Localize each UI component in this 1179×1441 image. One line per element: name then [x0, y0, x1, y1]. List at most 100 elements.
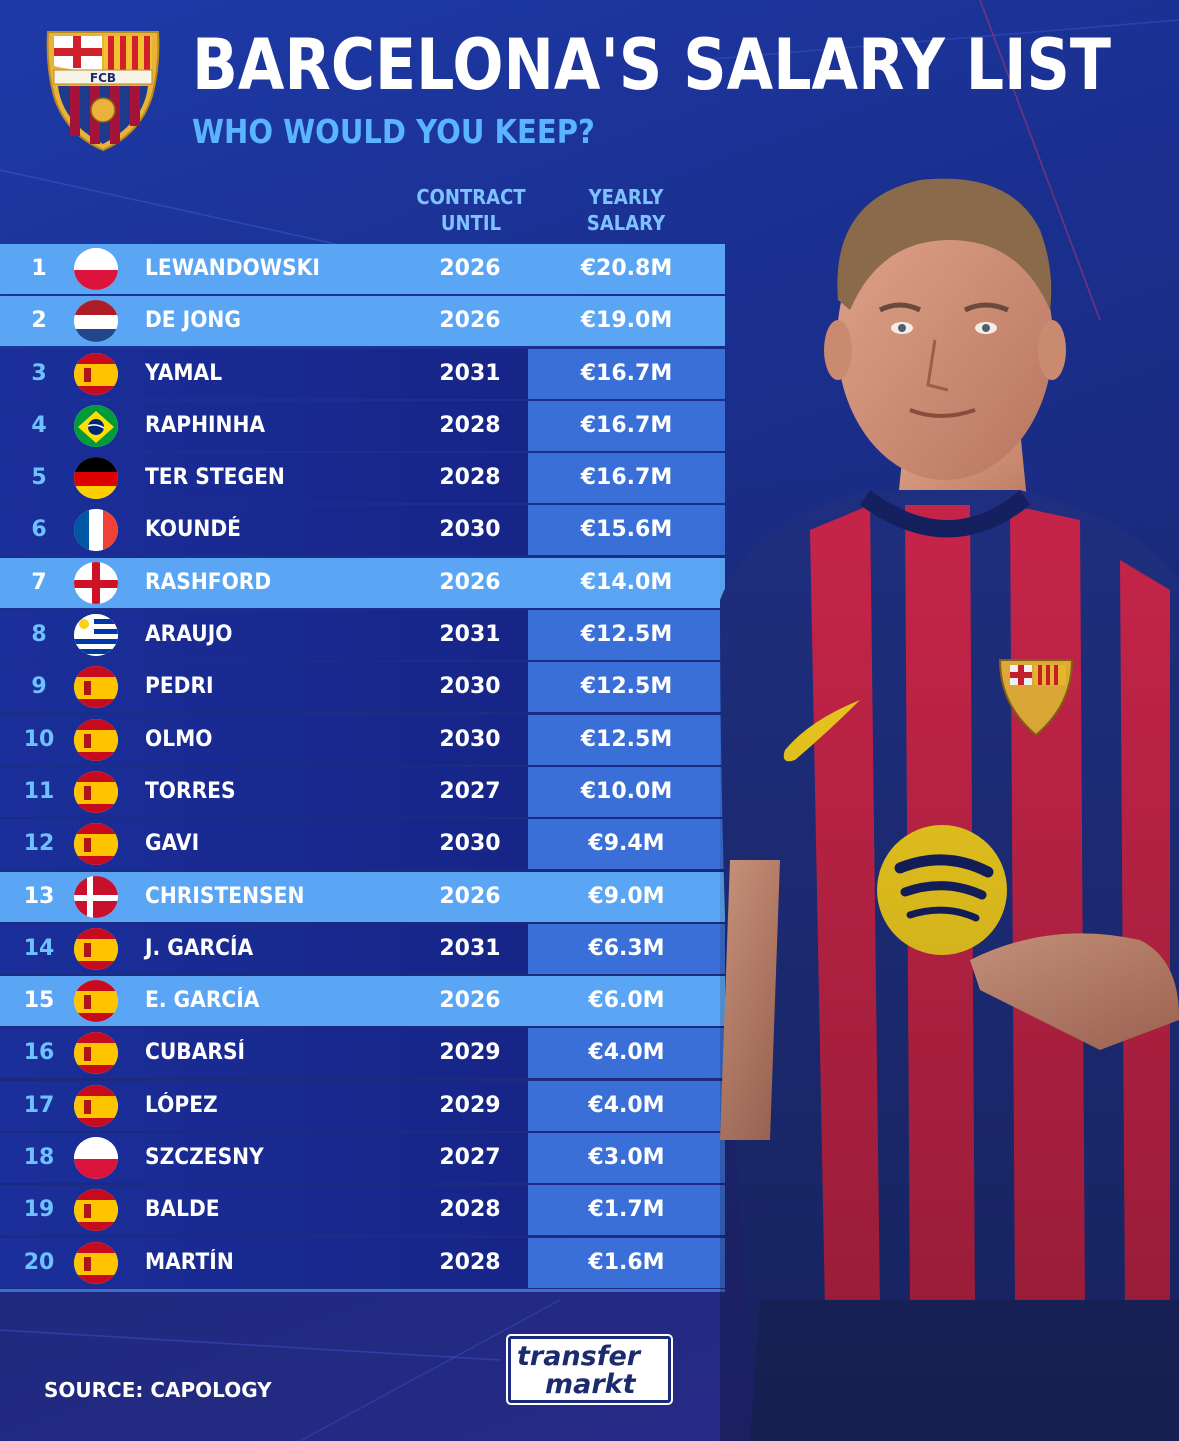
page-title: BARCELONA'S SALARY LIST [192, 24, 1111, 106]
poland-flag-icon [74, 248, 118, 290]
yearly-salary: €14.0M [580, 569, 673, 595]
denmark-flag-icon [74, 875, 118, 918]
table-row: 12 GAVI 2030 €9.4M [0, 819, 725, 870]
salary-cell-bg [528, 505, 725, 556]
salary-cell-bg [528, 348, 725, 399]
yearly-salary: €1.6M [588, 1249, 665, 1275]
table-row: 16 CUBARSÍ 2029 €4.0M [0, 1028, 725, 1079]
contract-until: 2030 [439, 674, 501, 700]
table-row: 18 SZCZESNY 2027 €3.0M [0, 1133, 725, 1184]
rank: 3 [31, 360, 47, 386]
logo-text-line2: markt [545, 1369, 636, 1400]
table-row: 2 DE JONG 2026 €19.0M [0, 296, 725, 347]
contract-until: 2030 [439, 726, 501, 752]
yearly-salary: €3.0M [588, 1145, 665, 1171]
yearly-salary: €12.5M [580, 674, 673, 700]
yearly-salary: €1.7M [588, 1197, 665, 1223]
player-name: RAPHINHA [145, 412, 266, 438]
yearly-salary: €4.0M [588, 1092, 665, 1118]
yearly-salary: €16.7M [580, 412, 673, 438]
table-row: 9 PEDRI 2030 €12.5M [0, 662, 725, 713]
yearly-salary: €12.5M [580, 726, 673, 752]
rank: 17 [23, 1092, 55, 1118]
player-name: LÓPEZ [145, 1092, 218, 1118]
contract-until: 2028 [439, 1249, 501, 1275]
salary-cell-bg [528, 766, 725, 817]
netherlands-flag-icon [74, 300, 118, 343]
table-row: 14 J. GARCÍA 2031 €6.3M [0, 923, 725, 974]
salary-cell-bg [528, 1080, 725, 1131]
rank: 18 [23, 1145, 55, 1171]
rank: 7 [31, 569, 47, 595]
table-row: 5 TER STEGEN 2028 €16.7M [0, 453, 725, 504]
yearly-salary: €16.7M [580, 360, 673, 386]
spain-flag-icon [74, 718, 118, 761]
transfermarkt-logo: transfer markt [506, 1334, 673, 1405]
rank: 5 [31, 465, 47, 491]
salary-cell-bg [528, 976, 725, 1027]
player-name: BALDE [145, 1197, 220, 1223]
salary-cell-bg [528, 714, 725, 765]
contract-until: 2031 [439, 622, 501, 648]
rank: 2 [31, 308, 47, 334]
rank: 20 [23, 1249, 55, 1275]
player-name: ARAUJO [145, 622, 233, 648]
rank: 6 [31, 517, 47, 543]
table-row: 13 CHRISTENSEN 2026 €9.0M [0, 871, 725, 922]
player-name: J. GARCÍA [145, 935, 254, 961]
spain-flag-icon [74, 1084, 118, 1127]
salary-cell-bg [528, 1185, 725, 1236]
salary-cell-bg [528, 296, 725, 347]
table-row: 6 KOUNDÉ 2030 €15.6M [0, 505, 725, 556]
france-flag-icon [74, 509, 118, 552]
salary-cell-bg [528, 923, 725, 974]
salary-cell-bg [528, 1133, 725, 1184]
page-subtitle: WHO WOULD YOU KEEP? [192, 112, 595, 151]
player-name: OLMO [145, 726, 213, 752]
player-name: LEWANDOWSKI [145, 256, 320, 281]
contract-until: 2031 [439, 935, 501, 961]
table-row: 20 MARTÍN 2028 €1.6M [0, 1237, 725, 1288]
player-name: TER STEGEN [145, 465, 285, 491]
rank: 16 [23, 1040, 55, 1066]
yearly-salary: €9.0M [588, 883, 665, 909]
contract-until: 2026 [439, 256, 501, 281]
rank: 12 [23, 831, 55, 857]
table-row: 4 RAPHINHA 2028 €16.7M [0, 400, 725, 451]
player-name: TORRES [145, 778, 236, 804]
spain-flag-icon [74, 770, 118, 813]
column-header-contract-line1: CONTRACT [416, 185, 526, 209]
contract-until: 2030 [439, 831, 501, 857]
uruguay-flag-icon [74, 614, 118, 657]
yearly-salary: €20.8M [580, 256, 673, 281]
yearly-salary: €10.0M [580, 778, 673, 804]
rank: 15 [23, 988, 55, 1014]
spain-flag-icon [74, 1189, 118, 1232]
table-row: 15 E. GARCÍA 2026 €6.0M [0, 976, 725, 1027]
germany-flag-icon [74, 457, 118, 500]
spain-flag-icon [74, 1032, 118, 1075]
player-name: MARTÍN [145, 1249, 234, 1275]
player-name: PEDRI [145, 674, 214, 700]
rank: 1 [31, 256, 47, 281]
rank: 11 [23, 778, 55, 804]
contract-until: 2026 [439, 988, 501, 1014]
contract-until: 2030 [439, 517, 501, 543]
contract-until: 2027 [439, 778, 501, 804]
table-row: 7 RASHFORD 2026 €14.0M [0, 557, 725, 608]
fc-barcelona-crest-icon: FCB [46, 31, 160, 152]
yearly-salary: €16.7M [580, 465, 673, 491]
crest-text: FCB [90, 71, 116, 85]
contract-until: 2031 [439, 360, 501, 386]
player-name: CHRISTENSEN [145, 883, 305, 909]
table-row: 10 OLMO 2030 €12.5M [0, 714, 725, 765]
england-flag-icon [74, 561, 118, 604]
player-name: KOUNDÉ [145, 517, 241, 543]
table-row: 8 ARAUJO 2031 €12.5M [0, 610, 725, 661]
column-header-salary-line1: YEARLY [588, 185, 664, 209]
player-name: YAMAL [145, 360, 223, 386]
logo-text-line1: transfer [517, 1341, 641, 1372]
contract-until: 2026 [439, 883, 501, 909]
table-bottom-divider [0, 1289, 725, 1292]
spain-flag-icon [74, 1241, 118, 1284]
